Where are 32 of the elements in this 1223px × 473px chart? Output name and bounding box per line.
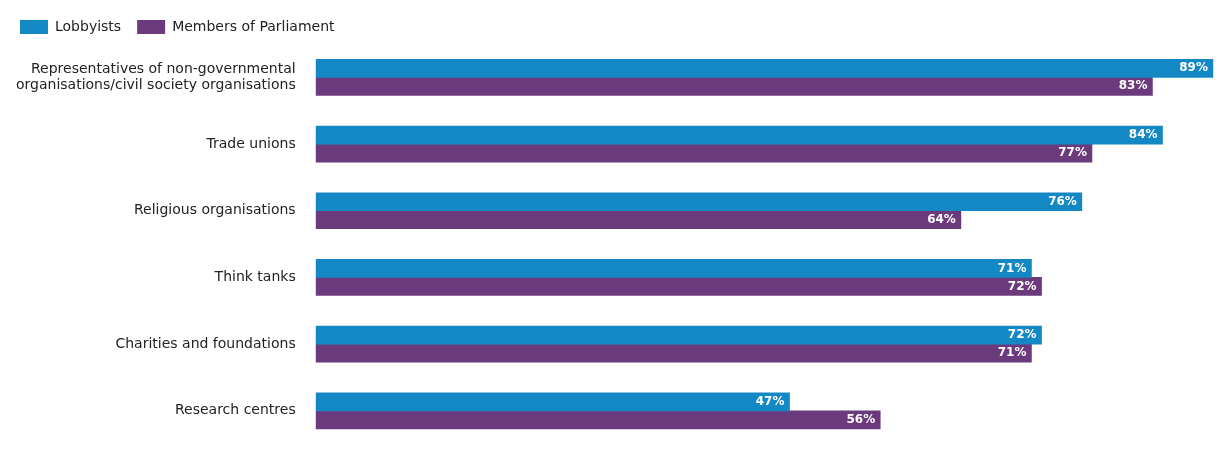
bar [315, 77, 1153, 96]
data-label: 71% [997, 260, 1027, 275]
data-label: 77% [1058, 145, 1087, 160]
y-tick-label: Representatives of non-governmental organisations/civil society organisations [15, 59, 296, 93]
bar [315, 410, 881, 430]
data-label: 56% [846, 411, 876, 426]
bar [315, 210, 962, 230]
data-label: 89% [1179, 60, 1208, 75]
y-tick-label: Religious organisations [133, 201, 296, 218]
bar [315, 59, 1214, 78]
bar [315, 125, 1163, 145]
data-label: 83% [1118, 78, 1148, 93]
data-label: 47% [755, 393, 785, 408]
bar [315, 392, 790, 412]
y-tick-label: Charities and foundations [115, 334, 296, 351]
data-label: 72% [1007, 327, 1037, 342]
data-label: 84% [1128, 127, 1158, 142]
data-label: 72% [1007, 278, 1037, 293]
data-label: 71% [997, 345, 1027, 360]
bar [315, 325, 1042, 345]
bar [315, 192, 1083, 212]
bar [315, 143, 1093, 163]
data-label: 64% [927, 211, 956, 226]
bar [315, 343, 1032, 363]
bar [315, 277, 1042, 296]
bar [315, 259, 1032, 278]
y-tick-label: Think tanks [213, 268, 296, 285]
y-tick-label: Trade unions [205, 134, 296, 151]
legend-label: Lobbyists [55, 17, 122, 34]
data-label: 76% [1048, 193, 1077, 208]
legend-label: Members of Parliament [172, 17, 336, 34]
y-tick-label: Research centres [174, 401, 296, 418]
